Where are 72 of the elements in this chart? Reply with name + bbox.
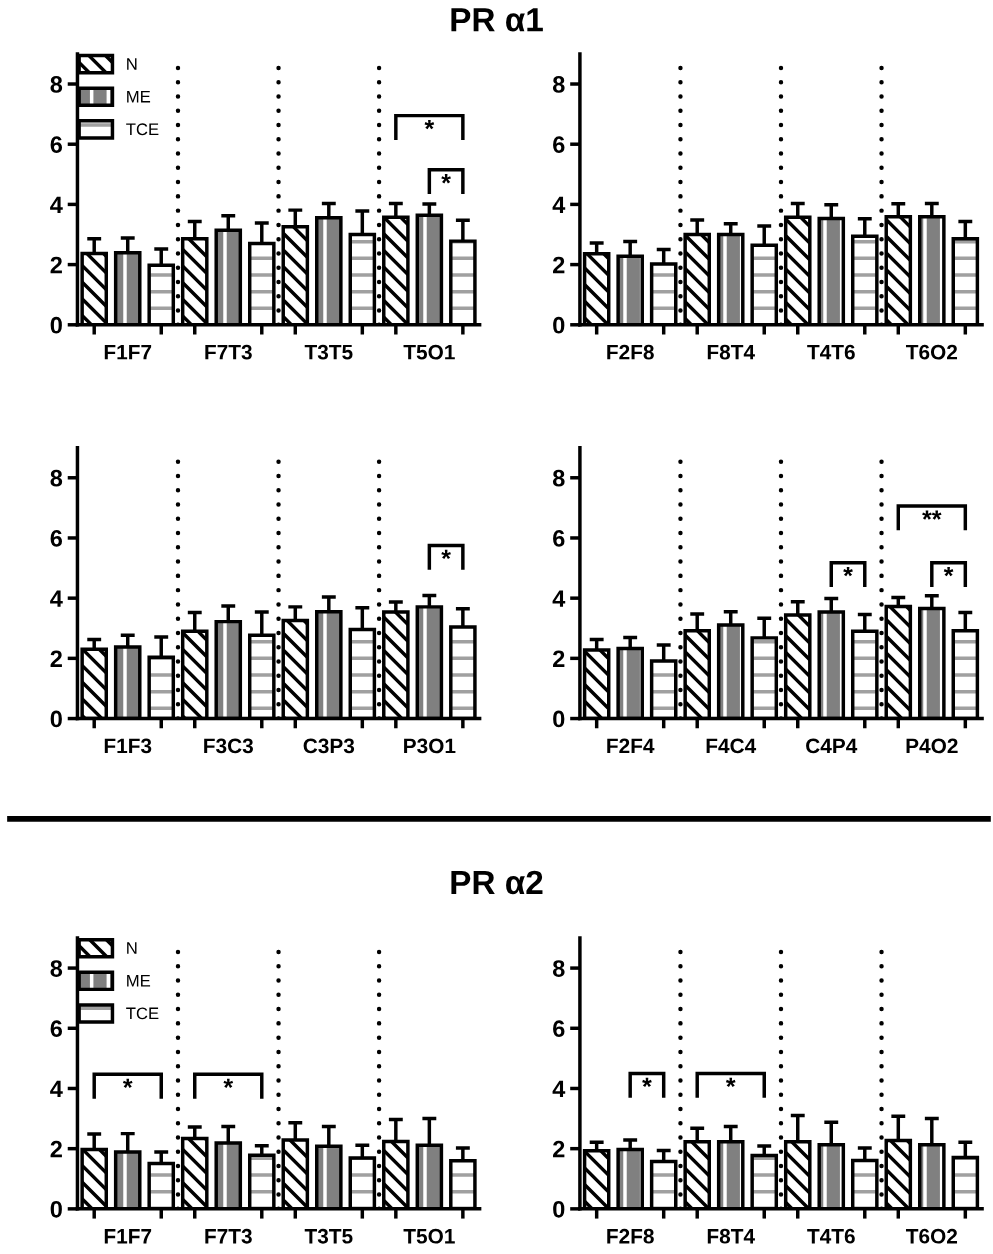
y-tick-label: 2 (50, 1140, 62, 1158)
y-tick-label: 0 (553, 316, 565, 334)
y-tick-label: 8 (50, 469, 63, 487)
x-tick-label: F2F4 (607, 738, 655, 754)
x-tick-label: T3T5 (304, 344, 353, 360)
annotation: * (943, 566, 954, 577)
x-tick-label: C3P3 (303, 738, 355, 754)
y-tick-label: 8 (50, 76, 63, 93)
y-tick-label: 0 (50, 710, 62, 728)
x-tick-label: F8T4 (707, 344, 755, 360)
x-tick-label: F8T4 (707, 1228, 755, 1244)
y-tick-label: 2 (553, 1140, 565, 1158)
x-tick-label: T4T6 (807, 1228, 855, 1244)
x-tick-label: T6O2 (905, 1228, 958, 1244)
y-tick-label: 6 (50, 530, 63, 547)
chart-title: PR α1 (451, 8, 543, 32)
y-tick-label: 6 (50, 1020, 63, 1038)
y-tick-label: 4 (50, 1080, 63, 1098)
legend-label: TCE (126, 1007, 159, 1020)
x-tick-label: T5O1 (403, 344, 455, 360)
y-tick-label: 0 (50, 1200, 62, 1218)
y-tick-label: 8 (552, 76, 565, 93)
x-tick-label: T3T5 (304, 1228, 353, 1244)
y-tick-label: 6 (553, 1020, 565, 1038)
y-tick-label: 4 (50, 590, 63, 607)
y-tick-label: 4 (552, 1080, 566, 1098)
x-tick-label: F3C3 (204, 738, 253, 754)
y-tick-label: 2 (553, 650, 565, 667)
annotation: * (223, 1078, 234, 1088)
y-tick-label: 0 (553, 1200, 565, 1218)
x-tick-label: P4O2 (906, 738, 958, 754)
x-tick-label: T4T6 (807, 344, 855, 360)
x-tick-label: P3O1 (404, 738, 456, 754)
x-tick-label: F1F3 (104, 738, 152, 754)
y-tick-label: 2 (553, 256, 565, 274)
y-tick-label: 6 (553, 136, 565, 153)
legend-label: N (127, 942, 137, 954)
x-tick-label: F7T3 (205, 344, 252, 360)
y-tick-label: 4 (552, 590, 566, 607)
annotation: * (441, 549, 451, 560)
x-tick-label: F7T3 (205, 1228, 252, 1244)
y-tick-label: 4 (50, 196, 63, 213)
legend-label: ME (127, 90, 151, 103)
y-tick-label: 0 (50, 316, 62, 334)
y-tick-label: 2 (50, 650, 62, 667)
legend-label: ME (127, 974, 151, 987)
chart-title: PR α2 (451, 870, 543, 895)
annotation: * (424, 119, 435, 130)
y-tick-label: 6 (553, 530, 565, 547)
x-tick-label: F4C4 (706, 738, 757, 754)
x-tick-label: F2F8 (607, 1228, 654, 1244)
y-tick-label: 4 (552, 196, 566, 213)
x-tick-label: F2F8 (607, 344, 654, 360)
x-tick-label: F1F7 (104, 345, 152, 360)
y-tick-label: 8 (552, 960, 565, 977)
x-tick-label: C4P4 (806, 738, 858, 754)
annotation: * (843, 566, 853, 577)
y-tick-label: 0 (553, 710, 565, 728)
x-tick-label: T6O2 (905, 344, 958, 360)
legend-label: TCE (126, 123, 159, 136)
annotation: * (441, 174, 451, 184)
annotation: * (725, 1077, 736, 1088)
y-tick-label: 6 (50, 136, 63, 153)
annotation: ** (922, 510, 942, 520)
x-tick-label: F1F7 (104, 1229, 152, 1244)
y-tick-label: 2 (50, 256, 62, 274)
x-tick-label: T5O1 (403, 1228, 455, 1244)
y-tick-label: 8 (50, 960, 63, 977)
annotation: * (122, 1078, 133, 1088)
annotation: * (642, 1077, 652, 1088)
y-tick-label: 8 (552, 469, 565, 487)
legend-label: N (127, 58, 137, 70)
